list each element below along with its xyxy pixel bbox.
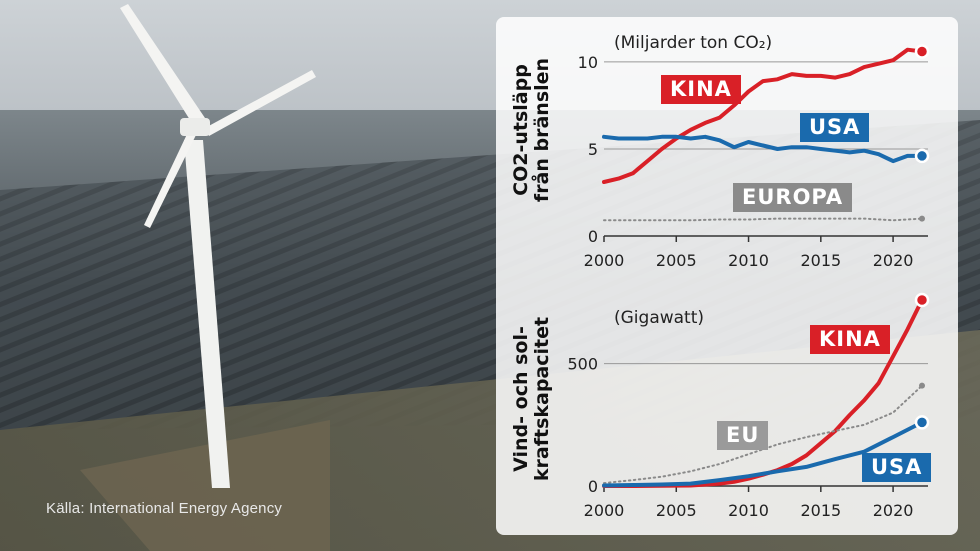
- capacity-series-usa: [602, 420, 924, 488]
- co2-unit-label: (Miljarder ton CO₂): [614, 33, 773, 53]
- co2-series-usa: [602, 134, 924, 164]
- source-caption: Källa: International Energy Agency: [46, 500, 283, 517]
- capacity-chart: 0 500 2000 2005 2010 2015 2020: [567, 292, 930, 520]
- co2-series-europa: [603, 217, 923, 222]
- co2-legend-europa: EUROPA: [733, 183, 853, 212]
- capacity-x-tick-label: 2010: [728, 501, 769, 520]
- co2-legend-usa: USA: [800, 113, 870, 142]
- capacity-endpoint-eu: [919, 382, 925, 389]
- capacity-x-tick-label: 2020: [873, 501, 914, 520]
- capacity-x-tick-label: 2015: [800, 501, 841, 520]
- capacity-y-tick-label: 0: [588, 477, 598, 496]
- co2-y-tick-label: 5: [588, 140, 598, 159]
- co2-x-tick-label: 2000: [584, 251, 625, 270]
- co2-x-tick-label: 2005: [656, 251, 697, 270]
- co2-endpoint-usa: [914, 148, 930, 164]
- capacity-endpoint-kina: [914, 292, 930, 308]
- co2-y-tick-label: 0: [588, 227, 598, 246]
- co2-x-tick-label: 2015: [800, 251, 841, 270]
- capacity-endpoint-usa: [914, 415, 930, 430]
- capacity-x-tick-label: 2000: [584, 501, 625, 520]
- capacity-legend-usa: USA: [862, 453, 932, 482]
- capacity-x-tick-label: 2005: [656, 501, 697, 520]
- co2-chart: 0 5 10 2000 2005 2010 2015 2020: [578, 44, 930, 270]
- co2-endpoint-kina: [914, 44, 930, 59]
- capacity-unit-label: (Gigawatt): [614, 308, 705, 328]
- co2-y-tick-label: 10: [578, 53, 598, 72]
- co2-x-tick-label: 2020: [873, 251, 914, 270]
- co2-x-tick-label: 2010: [728, 251, 769, 270]
- co2-legend-kina: KINA: [661, 75, 741, 104]
- capacity-legend-eu: EU: [717, 421, 769, 450]
- co2-series-kina: [602, 47, 924, 184]
- capacity-y-tick-label: 500: [567, 355, 598, 374]
- co2-endpoint-europa: [919, 215, 925, 222]
- capacity-legend-kina: KINA: [810, 325, 890, 354]
